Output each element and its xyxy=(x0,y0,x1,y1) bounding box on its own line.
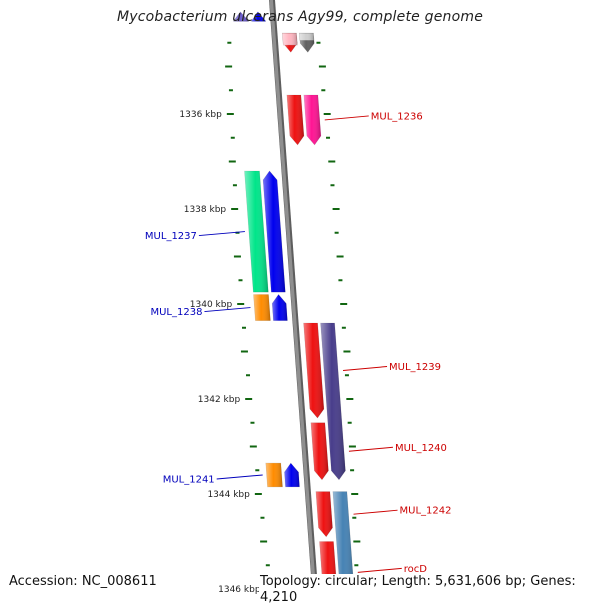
scale-tick-label: 1344 kbp xyxy=(207,490,250,500)
gene-mul-1238[interactable] xyxy=(253,294,271,321)
gene-mul-1242[interactable] xyxy=(315,491,333,538)
label-leader-line xyxy=(216,474,263,480)
scale-tick-label: 1338 kbp xyxy=(184,205,227,215)
gene-feature[interactable] xyxy=(271,294,288,321)
label-leader-line xyxy=(357,567,402,573)
gene-feature[interactable] xyxy=(284,462,300,488)
topology-summary: Topology: circular; Length: 5,631,606 bp… xyxy=(259,574,600,606)
gene-feature[interactable] xyxy=(282,32,298,46)
label-leader-line xyxy=(324,115,369,121)
gene-label[interactable]: MUL_1238 xyxy=(150,307,202,318)
label-leader-line xyxy=(204,307,251,313)
label-leader-line xyxy=(353,509,398,515)
genome-backbone xyxy=(268,0,319,600)
gene-label[interactable]: MUL_1240 xyxy=(395,443,447,454)
accession-text: Accession: NC_008611 xyxy=(8,574,158,590)
gene-label[interactable]: MUL_1242 xyxy=(400,506,452,517)
gene-feature[interactable] xyxy=(303,94,322,146)
scale-tick-label: 1336 kbp xyxy=(179,110,222,120)
gene-label[interactable]: MUL_1239 xyxy=(389,362,441,373)
label-leader-line xyxy=(198,231,245,237)
gene-feature[interactable] xyxy=(299,32,315,41)
gene-label[interactable]: MUL_1241 xyxy=(163,475,215,486)
gene-mul-1240[interactable] xyxy=(310,422,329,481)
gene-mul-1239[interactable] xyxy=(303,322,325,419)
gene-labels: MUL_1236 MUL_1237 MUL_1238 MUL_1239 MUL_1240… xyxy=(145,111,452,574)
gene-label[interactable]: MUL_1236 xyxy=(371,111,423,122)
backbone-line xyxy=(269,0,317,600)
scale-ticks: 1336 kbp 1338 kbp 1340 kbp 1342 kbp 1344 kbp… xyxy=(179,41,363,595)
gene-label[interactable]: rocD xyxy=(404,564,428,575)
gene-label[interactable]: MUL_1237 xyxy=(145,231,197,242)
scale-tick-label: 1342 kbp xyxy=(198,395,241,405)
map-title: Mycobacterium ulcerans Agy99, complete g… xyxy=(116,9,484,25)
gene-mul-1241[interactable] xyxy=(265,462,283,488)
scale-tick-label: 1340 kbp xyxy=(190,300,233,310)
scale-tick-label: 1346 kbp xyxy=(218,585,261,595)
label-leader-line xyxy=(348,446,393,452)
label-leader-line xyxy=(343,366,388,371)
gene-mul-1236[interactable] xyxy=(286,94,305,146)
